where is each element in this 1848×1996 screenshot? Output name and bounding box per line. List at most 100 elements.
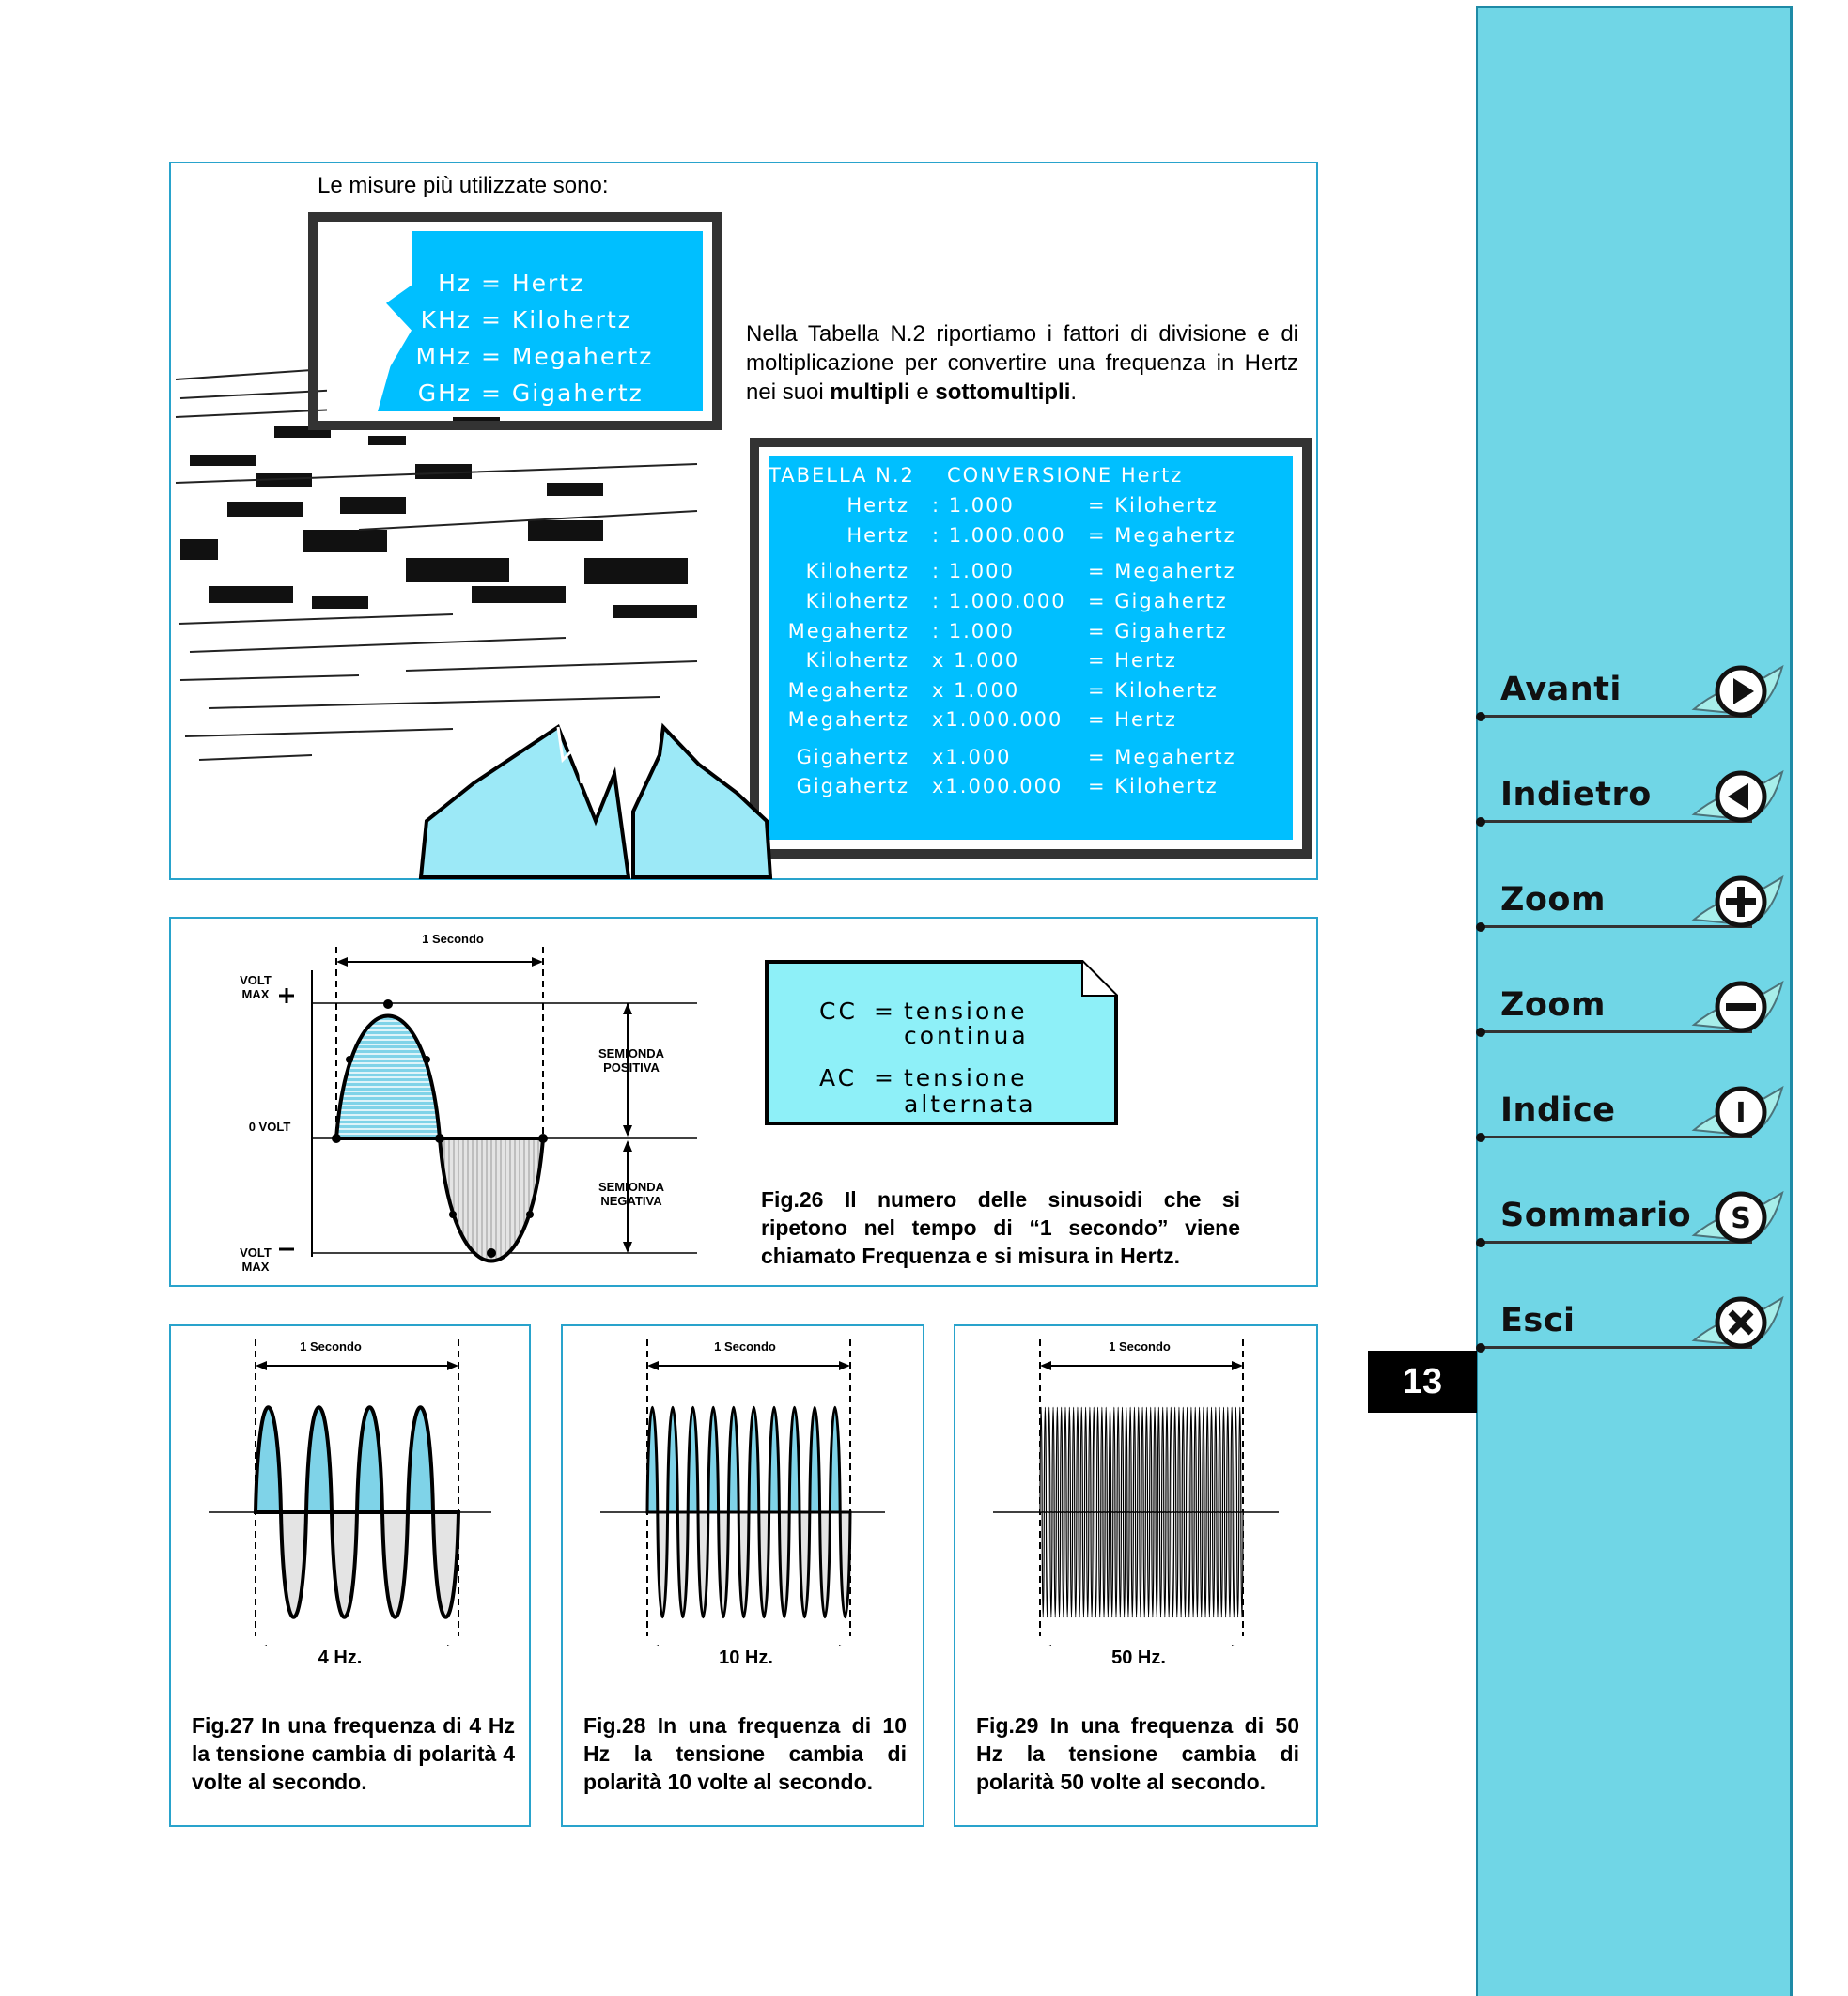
fig29-section: 1 Secondo 50 Hz. Fig.29 In una frequenza…: [954, 1324, 1318, 1827]
positive-half-wave: [1048, 1406, 1051, 1513]
positive-half-wave: [1149, 1406, 1153, 1513]
positive-half-wave: [1226, 1406, 1230, 1513]
negative-half-wave: [1134, 1511, 1139, 1618]
positive-half-wave: [1197, 1406, 1202, 1513]
positive-half-wave: [726, 1405, 740, 1514]
fig26-caption: Fig.26 Il numero delle sinusoidi che si …: [761, 1187, 1240, 1268]
negative-half-wave: [1126, 1511, 1130, 1618]
table-row-op: : 1.000.000: [932, 590, 1066, 612]
fig26-volt-max-minus: VOLT MAX: [240, 1246, 272, 1274]
table-row-from: Megahertz: [787, 620, 909, 642]
nav-zoom-out-button[interactable]: Zoom: [1476, 964, 1790, 1039]
negative-half-wave: [1069, 1511, 1074, 1618]
negative-half-wave: [1219, 1511, 1224, 1618]
fig29-wave: [993, 1339, 1279, 1646]
play-left-icon: [1691, 769, 1784, 823]
summary-icon: S: [1691, 1190, 1784, 1244]
table-row-op: : 1.000: [932, 560, 1015, 582]
nav-indice-label: Indice: [1500, 1091, 1616, 1129]
positive-half-wave: [1172, 1406, 1177, 1513]
nav-esci-button[interactable]: Esci: [1476, 1279, 1790, 1354]
negative-half-wave: [1183, 1511, 1188, 1618]
table-row-to: = Kilohertz: [1088, 679, 1219, 702]
table-row-op: x 1.000: [932, 649, 1020, 672]
nav-avanti-label: Avanti: [1500, 671, 1622, 708]
arrow-head: [656, 1645, 659, 1646]
positive-half-wave: [1039, 1406, 1043, 1513]
close-icon: [1691, 1295, 1784, 1349]
fig28-one-second: 1 Secondo: [714, 1339, 776, 1354]
positive-half-wave: [1079, 1406, 1083, 1513]
fig26-section: 1 Secondo VOLT MAX 0 VOLT VOLT MAX SEMIOND…: [169, 917, 1318, 1287]
fig29-caption: Fig.29 In una frequenza di 50 Hz la tens…: [976, 1713, 1299, 1794]
positive-half-wave: [1055, 1406, 1060, 1513]
positive-half-wave: [1067, 1406, 1072, 1513]
nav-esci-label: Esci: [1500, 1302, 1576, 1339]
nav-zoom-in-button[interactable]: Zoom: [1476, 859, 1790, 934]
positive-half-wave: [1112, 1406, 1116, 1513]
positive-half-wave: [1043, 1406, 1048, 1513]
nav-indietro-label: Indietro: [1500, 776, 1652, 813]
nav-indice-button[interactable]: Indice I: [1476, 1069, 1790, 1144]
positive-half-wave: [1076, 1406, 1079, 1513]
units-heading: Le misure più utilizzate sono:: [318, 173, 609, 198]
svg-text:S: S: [1731, 1202, 1751, 1235]
nav-sommario-button[interactable]: Sommario S: [1476, 1174, 1790, 1249]
nav-zoom-out-label: Zoom: [1500, 986, 1606, 1024]
negative-half-wave: [1223, 1511, 1228, 1618]
fig28-caption: Fig.28 In una frequenza di 10 Hz la tens…: [583, 1713, 907, 1794]
unit-row-khz: KHz = Kilohertz: [420, 306, 632, 333]
fig26-one-second: 1 Secondo: [422, 932, 484, 946]
positive-half-wave: [1157, 1406, 1161, 1513]
table-row-from: Kilohertz: [805, 560, 909, 582]
unit-row-mhz: MHz = Megahertz: [415, 343, 654, 370]
negative-half-wave: [798, 1510, 812, 1619]
positive-half-wave: [1104, 1406, 1108, 1513]
negative-half-wave: [777, 1510, 791, 1619]
negative-half-wave: [717, 1510, 730, 1619]
cc-ac-note-card: [765, 960, 1118, 1125]
fig28-freq-label: 10 Hz.: [704, 1648, 788, 1669]
negative-half-wave: [278, 1510, 309, 1619]
table-row-to: = Megahertz: [1088, 560, 1236, 582]
svg-text:I: I: [1735, 1097, 1746, 1130]
table-row-to: = Megahertz: [1088, 746, 1236, 768]
positive-half-wave: [787, 1405, 801, 1514]
positive-half-wave: [1064, 1406, 1067, 1513]
negative-half-wave: [1074, 1511, 1078, 1618]
nav-avanti-button[interactable]: Avanti: [1476, 648, 1790, 723]
minus-icon: [1691, 980, 1784, 1033]
positive-half-wave: [1059, 1406, 1064, 1513]
arrow-head: [647, 1361, 659, 1370]
unit-row-hz: Hz = Hertz: [438, 270, 585, 297]
positive-half-wave: [828, 1405, 842, 1514]
negative-half-wave: [1151, 1511, 1155, 1618]
positive-half-wave: [1088, 1406, 1092, 1513]
positive-half-wave: [1189, 1406, 1193, 1513]
positive-half-wave: [1116, 1406, 1120, 1513]
units-section: Le misure più utilizzate sono: Hz = Hert…: [169, 162, 1318, 880]
nav-indietro-button[interactable]: Indietro: [1476, 753, 1790, 828]
table-row-to: = Hertz: [1088, 708, 1177, 731]
table-row-from: Gigahertz: [796, 775, 909, 797]
negative-half-wave: [430, 1510, 461, 1619]
arrow-head: [1048, 1645, 1051, 1646]
positive-half-wave: [1120, 1406, 1125, 1513]
fig27-section: 1 Secondo 4 Hz. Fig.27 In una frequenza …: [169, 1324, 531, 1827]
arrow-head: [256, 1361, 267, 1370]
negative-half-wave: [1057, 1511, 1062, 1618]
positive-half-wave: [1092, 1406, 1095, 1513]
positive-half-wave: [405, 1405, 436, 1514]
positive-half-wave: [1125, 1406, 1128, 1513]
negative-half-wave: [656, 1510, 670, 1619]
negative-half-wave: [1191, 1511, 1195, 1618]
negative-half-wave: [1216, 1511, 1219, 1618]
table-row-op: x 1.000: [932, 679, 1020, 702]
negative-half-wave: [1086, 1511, 1090, 1618]
positive-half-wave: [707, 1405, 721, 1514]
table-row-to: = Kilohertz: [1088, 494, 1219, 517]
negative-half-wave: [1053, 1511, 1057, 1618]
arrow-head: [447, 1361, 458, 1370]
positive-half-wave: [1108, 1406, 1112, 1513]
table-row-to: = Hertz: [1088, 649, 1177, 672]
